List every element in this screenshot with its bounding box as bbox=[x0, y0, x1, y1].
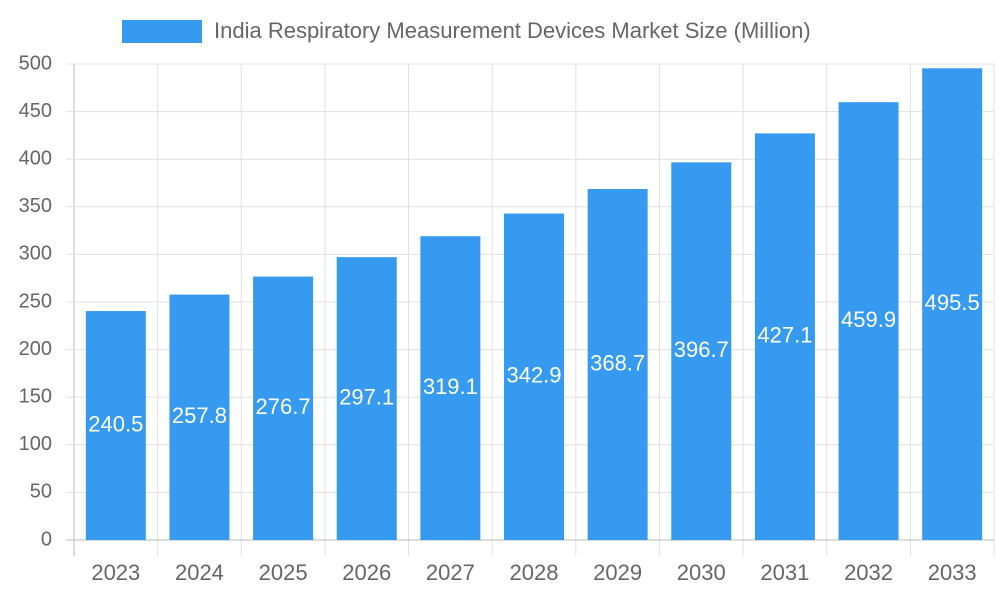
x-tick-label: 2031 bbox=[760, 560, 809, 585]
y-tick-label: 350 bbox=[19, 195, 52, 217]
y-tick-label: 150 bbox=[19, 385, 52, 407]
bar bbox=[838, 102, 899, 540]
value-label: 427.1 bbox=[757, 323, 812, 348]
value-label: 297.1 bbox=[339, 384, 394, 409]
value-label: 276.7 bbox=[256, 394, 311, 419]
y-tick-label: 400 bbox=[19, 147, 52, 169]
bar bbox=[754, 133, 815, 540]
bar bbox=[253, 276, 314, 540]
x-tick-label: 2027 bbox=[426, 560, 475, 585]
x-tick-label: 2026 bbox=[342, 560, 391, 585]
value-label: 459.9 bbox=[841, 307, 896, 332]
bar bbox=[504, 213, 564, 540]
x-tick-label: 2024 bbox=[175, 560, 224, 585]
y-tick-label: 100 bbox=[19, 433, 52, 455]
y-tick-label: 450 bbox=[19, 100, 52, 122]
x-tick-label: 2023 bbox=[91, 560, 140, 585]
legend-label: India Respiratory Measurement Devices Ma… bbox=[214, 18, 811, 43]
x-tick-label: 2029 bbox=[593, 560, 642, 585]
y-tick-label: 300 bbox=[19, 243, 52, 265]
x-tick-label: 2028 bbox=[510, 560, 559, 585]
y-tick-label: 0 bbox=[41, 528, 52, 550]
x-tick-label: 2025 bbox=[259, 560, 308, 585]
y-tick-label: 500 bbox=[19, 52, 52, 74]
x-tick-label: 2033 bbox=[928, 560, 977, 585]
bar bbox=[671, 162, 732, 540]
legend-swatch bbox=[122, 20, 202, 43]
bar bbox=[336, 257, 397, 540]
value-label: 396.7 bbox=[674, 337, 729, 362]
value-label: 319.1 bbox=[423, 374, 478, 399]
y-tick-label: 50 bbox=[30, 481, 52, 503]
bar bbox=[169, 294, 230, 540]
value-label: 257.8 bbox=[172, 403, 227, 428]
y-tick-label: 200 bbox=[19, 338, 52, 360]
value-label: 368.7 bbox=[590, 350, 645, 375]
value-label: 495.5 bbox=[925, 290, 980, 315]
y-tick-label: 250 bbox=[19, 290, 52, 312]
value-label: 240.5 bbox=[88, 411, 143, 436]
x-tick-label: 2030 bbox=[677, 560, 726, 585]
bar bbox=[85, 311, 146, 540]
bar bbox=[587, 188, 648, 540]
bar bbox=[420, 236, 481, 540]
value-label: 342.9 bbox=[506, 363, 561, 388]
bar bbox=[922, 68, 983, 540]
x-tick-label: 2032 bbox=[844, 560, 893, 585]
